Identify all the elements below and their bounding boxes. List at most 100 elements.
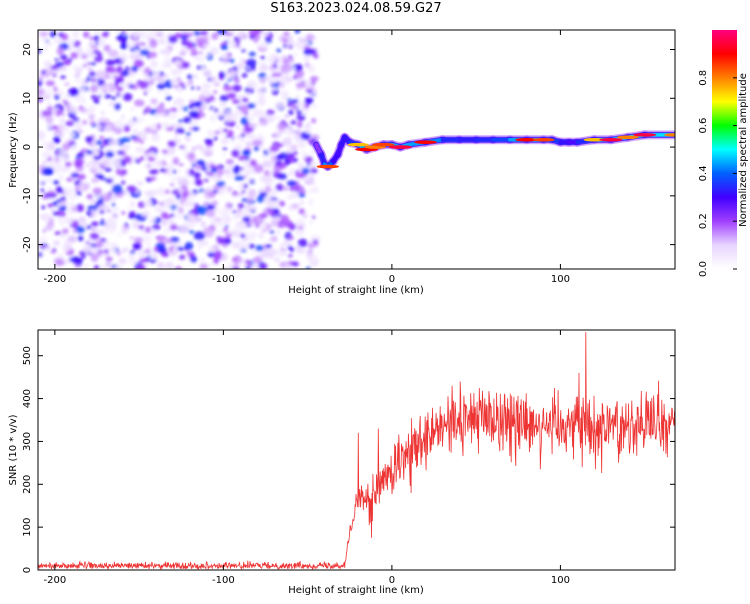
noise-speckle — [38, 80, 43, 85]
noise-speckle — [50, 65, 60, 71]
noise-speckle — [193, 172, 201, 179]
noise-speckle — [274, 131, 282, 139]
noise-speckle — [201, 82, 210, 90]
spectrogram-x-tick-label: 100 — [551, 274, 570, 285]
noise-speckle — [50, 250, 57, 254]
noise-speckle — [244, 169, 253, 176]
noise-speckle — [122, 92, 133, 102]
noise-speckle — [260, 175, 272, 184]
noise-speckle — [176, 85, 184, 93]
noise-speckle — [176, 246, 184, 252]
noise-speckle — [244, 156, 251, 161]
noise-speckle — [284, 114, 290, 119]
noise-speckle — [40, 188, 45, 193]
noise-speckle — [68, 192, 78, 201]
noise-speckle — [68, 47, 73, 51]
noise-speckle — [211, 108, 215, 111]
noise-speckle — [117, 150, 124, 155]
noise-speckle — [68, 106, 80, 114]
noise-speckle — [178, 241, 183, 246]
signal-ridge-core — [632, 133, 657, 137]
noise-speckle — [133, 49, 139, 55]
noise-speckle — [120, 43, 126, 50]
noise-speckle — [45, 87, 53, 96]
noise-speckle — [76, 151, 86, 158]
noise-speckle — [126, 185, 137, 193]
spectrogram-y-axis: -20 -10 0 10 20 — [22, 43, 675, 253]
noise-speckle — [38, 31, 49, 37]
noise-speckle — [132, 31, 139, 39]
noise-speckle — [303, 81, 312, 89]
noise-speckle — [226, 78, 232, 82]
noise-speckle — [280, 63, 292, 73]
noise-speckle — [186, 213, 196, 221]
noise-speckle — [143, 199, 153, 208]
noise-speckle — [296, 109, 302, 115]
spectrogram-y-tick-label: 0 — [22, 144, 33, 150]
noise-speckle — [294, 30, 301, 34]
noise-speckle — [55, 186, 63, 193]
noise-speckle — [232, 99, 241, 105]
noise-speckle — [114, 83, 119, 88]
noise-speckle — [247, 132, 255, 140]
noise-speckle — [88, 114, 95, 120]
snr-series-line — [38, 332, 675, 570]
noise-speckle — [297, 140, 307, 149]
noise-speckle — [135, 263, 146, 269]
noise-speckle — [121, 211, 126, 215]
noise-speckle — [281, 55, 287, 59]
noise-speckle — [258, 223, 267, 230]
noise-speckle — [97, 124, 103, 130]
noise-speckle — [151, 133, 161, 142]
noise-speckle — [91, 139, 98, 146]
noise-speckle — [287, 98, 293, 103]
noise-speckle — [287, 172, 293, 176]
noise-speckle — [175, 266, 182, 269]
noise-speckle — [142, 257, 150, 263]
noise-speckle — [225, 110, 233, 117]
noise-speckle — [145, 242, 151, 247]
noise-speckle — [246, 91, 252, 96]
noise-speckle — [239, 167, 245, 170]
noise-speckle — [212, 176, 220, 182]
noise-speckle — [303, 49, 313, 56]
noise-speckle — [174, 68, 183, 75]
noise-speckle — [110, 215, 118, 221]
noise-speckle — [129, 236, 135, 240]
noise-speckle — [227, 30, 236, 35]
noise-speckle — [237, 192, 244, 196]
noise-speckle — [260, 55, 266, 60]
noise-speckle — [52, 240, 61, 246]
noise-speckle — [133, 83, 140, 88]
noise-speckle — [253, 164, 264, 173]
noise-speckle — [212, 171, 219, 177]
noise-speckle — [245, 259, 251, 265]
noise-speckle — [144, 75, 152, 82]
noise-speckle — [119, 92, 124, 97]
noise-speckle — [200, 148, 206, 155]
noise-speckle — [144, 126, 153, 134]
noise-speckle — [292, 261, 299, 267]
noise-speckle — [70, 172, 80, 178]
noise-speckle — [75, 190, 82, 196]
noise-speckle — [180, 35, 187, 40]
noise-speckle — [206, 53, 211, 58]
noise-speckle — [203, 146, 213, 155]
noise-speckle — [295, 248, 306, 254]
noise-speckle — [101, 32, 109, 38]
noise-speckle — [257, 96, 266, 106]
noise-speckle — [184, 136, 193, 143]
noise-speckle — [207, 84, 211, 88]
noise-speckle — [57, 202, 62, 207]
noise-speckle — [100, 110, 106, 116]
noise-speckle — [239, 224, 248, 230]
noise-speckle — [182, 199, 195, 208]
noise-speckle — [308, 220, 314, 225]
noise-speckle — [158, 240, 162, 244]
noise-speckle — [310, 234, 322, 243]
noise-speckle — [44, 42, 52, 47]
noise-speckle — [179, 51, 187, 56]
noise-speckle — [72, 117, 80, 122]
noise-speckle — [95, 140, 103, 146]
noise-speckle — [90, 45, 97, 50]
